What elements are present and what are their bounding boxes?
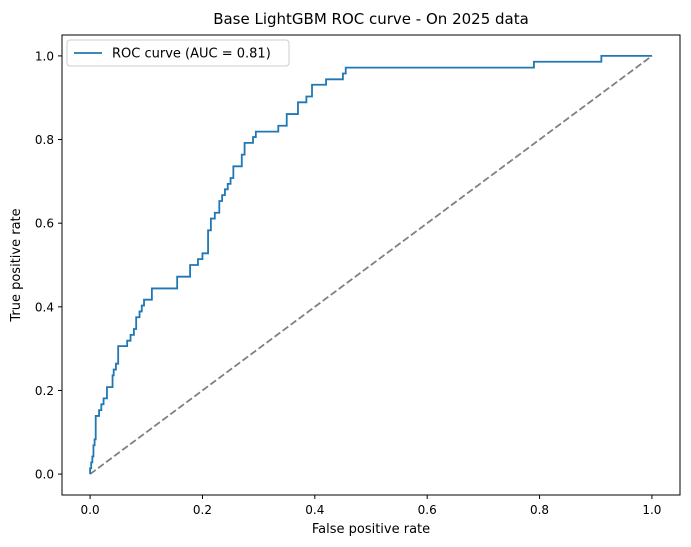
x-tick-label: 1.0 — [642, 503, 661, 517]
chart-title: Base LightGBM ROC curve - On 2025 data — [213, 10, 529, 28]
x-tick-label: 0.4 — [305, 503, 324, 517]
x-tick-label: 0.0 — [81, 503, 100, 517]
y-tick-label: 0.6 — [35, 217, 54, 231]
x-tick-label: 0.8 — [530, 503, 549, 517]
axes-frame — [61, 34, 681, 496]
y-axis-ticks: 0.0 0.2 0.4 0.6 0.8 1.0 — [35, 49, 62, 482]
x-tick-label: 0.2 — [193, 503, 212, 517]
legend-box — [66, 39, 290, 67]
plot-lines — [89, 55, 653, 475]
y-tick-label: 0.2 — [35, 384, 54, 398]
x-axis-label: False positive rate — [312, 522, 430, 537]
x-axis-ticks: 0.0 0.2 0.4 0.6 0.8 1.0 — [81, 495, 661, 517]
x-tick-label: 0.6 — [418, 503, 437, 517]
y-axis-label: True positive rate — [9, 208, 24, 322]
legend-label-roc: ROC curve (AUC = 0.81) — [112, 47, 271, 62]
y-tick-label: 1.0 — [35, 49, 54, 63]
y-tick-label: 0.4 — [35, 300, 54, 314]
chance-diagonal-line — [89, 55, 653, 475]
legend: ROC curve (AUC = 0.81) — [66, 39, 290, 67]
roc-curve-line — [89, 55, 652, 475]
y-tick-label: 0.8 — [35, 133, 54, 147]
y-tick-label: 0.0 — [35, 468, 54, 482]
